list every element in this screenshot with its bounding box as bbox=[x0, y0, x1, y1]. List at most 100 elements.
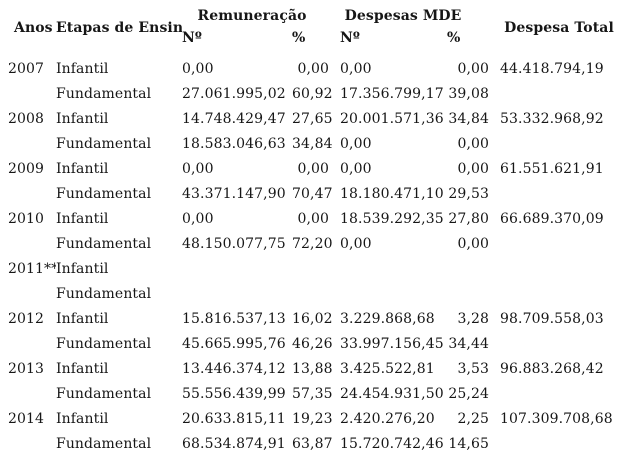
header-despesa-total: Despesa Total bbox=[504, 20, 614, 36]
cell-remuneracao-valor: 13.446.374,12 bbox=[182, 360, 286, 377]
cell-etapa: Infantil bbox=[56, 210, 109, 227]
cell-mde-valor: 0,00 bbox=[340, 235, 372, 252]
header-mde-numero: Nº bbox=[340, 30, 361, 46]
cell-remuneracao-valor: 27.061.995,02 bbox=[182, 85, 286, 102]
cell-mde-valor: 17.356.799,17 bbox=[340, 85, 444, 102]
cell-etapa: Infantil bbox=[56, 110, 109, 127]
cell-mde-valor: 3.229.868,68 bbox=[340, 310, 435, 327]
cell-remuneracao-valor: 0,00 bbox=[182, 160, 214, 177]
cell-remuneracao-percent: 57,35 bbox=[292, 385, 333, 402]
cell-year: 2010 bbox=[8, 210, 45, 227]
cell-year bbox=[0, 281, 56, 306]
cell-etapa: Infantil bbox=[56, 360, 109, 377]
cell-mde-percent: 3,53 bbox=[457, 360, 490, 377]
cell-despesa-total bbox=[500, 81, 626, 106]
cell-despesa-total bbox=[500, 381, 626, 406]
cell-mde-valor: 33.997.156,45 bbox=[340, 335, 444, 352]
table-row: 2011** Infantil bbox=[0, 256, 626, 281]
cell-mde-valor: 18.180.471,10 bbox=[340, 185, 444, 202]
cell-year: 2012 bbox=[8, 310, 45, 327]
cell-remuneracao-valor: 20.633.815,11 bbox=[182, 410, 286, 427]
cell-remuneracao-percent bbox=[292, 256, 340, 281]
cell-despesa-total bbox=[500, 256, 626, 281]
cell-despesa-total bbox=[500, 281, 626, 306]
cell-mde-valor: 20.001.571,36 bbox=[340, 110, 444, 127]
cell-etapa: Infantil bbox=[56, 60, 109, 77]
cell-remuneracao-percent: 46,26 bbox=[292, 335, 333, 352]
cell-remuneracao-valor: 45.665.995,76 bbox=[182, 335, 286, 352]
cell-remuneracao-percent: 19,23 bbox=[292, 410, 333, 427]
table-row: Fundamental 43.371.147,90 70,47 18.180.471,… bbox=[0, 181, 626, 206]
cell-etapa: Fundamental bbox=[56, 135, 152, 152]
cell-mde-valor: 24.454.931,50 bbox=[340, 385, 444, 402]
cell-mde-percent: 25,24 bbox=[448, 385, 490, 402]
cell-mde-valor: 15.720.742,46 bbox=[340, 435, 444, 452]
table-row: 2014 Infantil 20.633.815,11 19,23 2.420.276,… bbox=[0, 406, 626, 431]
cell-remuneracao-valor: 0,00 bbox=[182, 210, 214, 227]
cell-mde-percent: 2,25 bbox=[457, 410, 490, 427]
cell-remuneracao-valor: 18.583.046,63 bbox=[182, 135, 286, 152]
table-row: 2010 Infantil 0,00 0,00 18.539.292,35 27,80 66… bbox=[0, 206, 626, 231]
cell-etapa: Fundamental bbox=[56, 335, 152, 352]
cell-despesa-total: 53.332.968,92 bbox=[500, 110, 604, 127]
cell-remuneracao-percent: 27,65 bbox=[292, 110, 333, 127]
cell-year bbox=[0, 431, 56, 456]
header-group-despesas-mde: Despesas MDE bbox=[344, 8, 462, 24]
table-row: Fundamental 27.061.995,02 60,92 17.356.799,… bbox=[0, 81, 626, 106]
cell-remuneracao-percent: 63,87 bbox=[292, 435, 333, 452]
cell-mde-valor bbox=[340, 256, 447, 281]
cell-year bbox=[0, 381, 56, 406]
cell-year bbox=[0, 131, 56, 156]
cell-year: 2009 bbox=[8, 160, 45, 177]
table-row: Fundamental 45.665.995,76 46,26 33.997.156,… bbox=[0, 331, 626, 356]
cell-year: 2007 bbox=[8, 60, 45, 77]
cell-mde-valor: 2.420.276,20 bbox=[340, 410, 435, 427]
cell-remuneracao-percent: 13,88 bbox=[292, 360, 333, 377]
cell-despesa-total: 66.689.370,09 bbox=[500, 210, 604, 227]
cell-despesa-total bbox=[500, 331, 626, 356]
cell-mde-valor bbox=[340, 281, 447, 306]
cell-year bbox=[0, 181, 56, 206]
header-remuneracao-percent: % bbox=[292, 30, 306, 46]
cell-remuneracao-percent: 16,02 bbox=[292, 310, 333, 327]
cell-mde-percent: 0,00 bbox=[457, 135, 490, 152]
table-row: 2007 Infantil 0,00 0,00 0,00 0,00 44.418.794,1… bbox=[0, 56, 626, 81]
cell-mde-valor: 0,00 bbox=[340, 135, 372, 152]
cell-despesa-total bbox=[500, 181, 626, 206]
cell-remuneracao-valor: 15.816.537,13 bbox=[182, 310, 286, 327]
cell-mde-percent bbox=[447, 281, 500, 306]
cell-despesa-total bbox=[500, 431, 626, 456]
cell-year: 2013 bbox=[8, 360, 45, 377]
cell-mde-valor: 3.425.522,81 bbox=[340, 360, 435, 377]
cell-remuneracao-valor: 48.150.077,75 bbox=[182, 235, 286, 252]
table-row: Fundamental 48.150.077,75 72,20 0,00 0,00 bbox=[0, 231, 626, 256]
cell-etapa: Infantil bbox=[56, 160, 109, 177]
cell-mde-percent: 39,08 bbox=[448, 85, 490, 102]
cell-remuneracao-valor: 14.748.429,47 bbox=[182, 110, 286, 127]
cell-remuneracao-percent: 60,92 bbox=[292, 85, 333, 102]
cell-etapa: Fundamental bbox=[56, 435, 152, 452]
cell-remuneracao-valor: 68.534.874,91 bbox=[182, 435, 286, 452]
cell-etapa: Infantil bbox=[56, 410, 109, 427]
cell-mde-percent bbox=[447, 256, 500, 281]
cell-despesa-total: 96.883.268,42 bbox=[500, 360, 604, 377]
cell-remuneracao-valor bbox=[182, 256, 292, 281]
cell-despesa-total: 44.418.794,19 bbox=[500, 60, 604, 77]
cell-year bbox=[0, 81, 56, 106]
cell-remuneracao-percent: 72,20 bbox=[292, 235, 333, 252]
cell-despesa-total: 107.309.708,68 bbox=[500, 410, 613, 427]
cell-remuneracao-percent: 70,47 bbox=[292, 185, 333, 202]
cell-etapa: Fundamental bbox=[56, 185, 152, 202]
cell-mde-percent: 3,28 bbox=[457, 310, 490, 327]
cell-remuneracao-percent: 0,00 bbox=[297, 210, 330, 227]
cell-remuneracao-percent: 34,84 bbox=[292, 135, 333, 152]
cell-despesa-total bbox=[500, 131, 626, 156]
cell-year bbox=[0, 231, 56, 256]
cell-year: 2011** bbox=[8, 260, 56, 277]
cell-mde-percent: 0,00 bbox=[457, 160, 490, 177]
cell-despesa-total: 98.709.558,03 bbox=[500, 310, 604, 327]
cell-etapa: Fundamental bbox=[56, 235, 152, 252]
cell-remuneracao-valor: 0,00 bbox=[182, 60, 214, 77]
cell-despesa-total: 61.551.621,91 bbox=[500, 160, 604, 177]
